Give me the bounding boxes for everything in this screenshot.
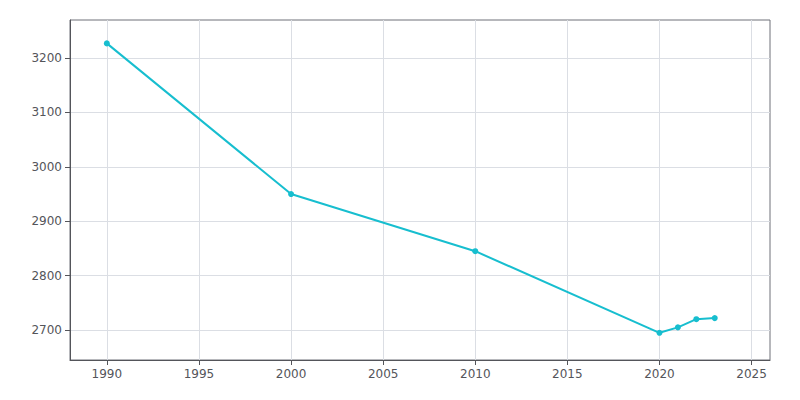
svg-text:2010: 2010 xyxy=(460,367,491,381)
svg-text:2005: 2005 xyxy=(368,367,399,381)
svg-text:3100: 3100 xyxy=(31,105,62,119)
svg-text:3200: 3200 xyxy=(31,51,62,65)
svg-text:2700: 2700 xyxy=(31,323,62,337)
svg-text:3000: 3000 xyxy=(31,160,62,174)
svg-text:2015: 2015 xyxy=(552,367,583,381)
svg-text:2000: 2000 xyxy=(276,367,307,381)
svg-text:2020: 2020 xyxy=(644,367,675,381)
svg-text:1990: 1990 xyxy=(92,367,123,381)
svg-text:2900: 2900 xyxy=(31,214,62,228)
svg-text:2025: 2025 xyxy=(736,367,767,381)
svg-text:2800: 2800 xyxy=(31,269,62,283)
svg-text:1995: 1995 xyxy=(184,367,215,381)
